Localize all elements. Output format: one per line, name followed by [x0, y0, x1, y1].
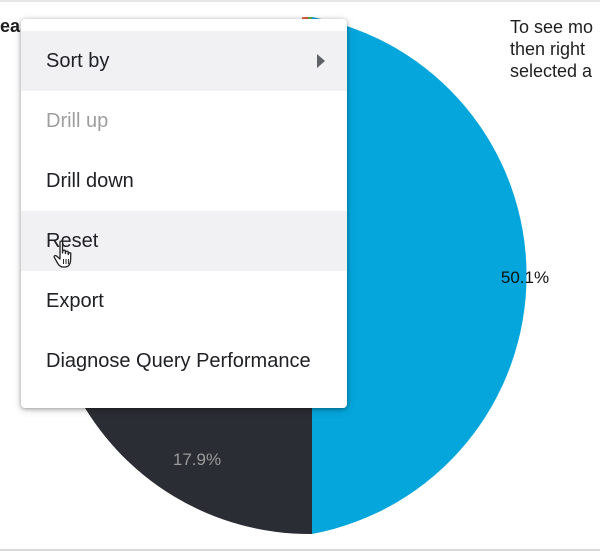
pie-slice-blue[interactable]: [312, 17, 527, 534]
menu-item-label: Export: [46, 290, 104, 312]
menu-item-diagnose-query-performance[interactable]: Diagnose Query Performance: [21, 331, 347, 391]
slice-label-blue: 50.1%: [501, 268, 549, 287]
menu-item-label: Reset: [46, 230, 99, 252]
hint-line: To see mo: [510, 17, 594, 37]
hint-line: then right: [510, 39, 586, 59]
chevron-right-icon: [317, 54, 325, 68]
context-menu: Sort by Drill up Drill down Reset Export…: [21, 19, 347, 408]
chart-title: eas: [0, 16, 22, 36]
menu-item-label: Sort by: [46, 50, 110, 72]
menu-item-reset[interactable]: Reset: [21, 211, 347, 271]
menu-item-label: Diagnose Query Performance: [46, 350, 311, 372]
menu-item-drill-down[interactable]: Drill down: [21, 151, 347, 211]
menu-item-export[interactable]: Export: [21, 271, 347, 331]
bottom-divider: [0, 549, 600, 551]
menu-item-label: Drill down: [46, 170, 134, 192]
slice-label-dark: 17.9%: [173, 450, 221, 469]
chart-hint-text: To see mo then right selected a: [510, 16, 600, 82]
hint-line: selected a: [510, 61, 593, 81]
menu-item-sort-by[interactable]: Sort by: [21, 31, 347, 91]
hand-pointer-icon: [53, 240, 72, 268]
menu-item-drill-up[interactable]: Drill up: [21, 91, 347, 151]
top-divider: [0, 0, 600, 2]
menu-item-label: Drill up: [46, 110, 109, 132]
